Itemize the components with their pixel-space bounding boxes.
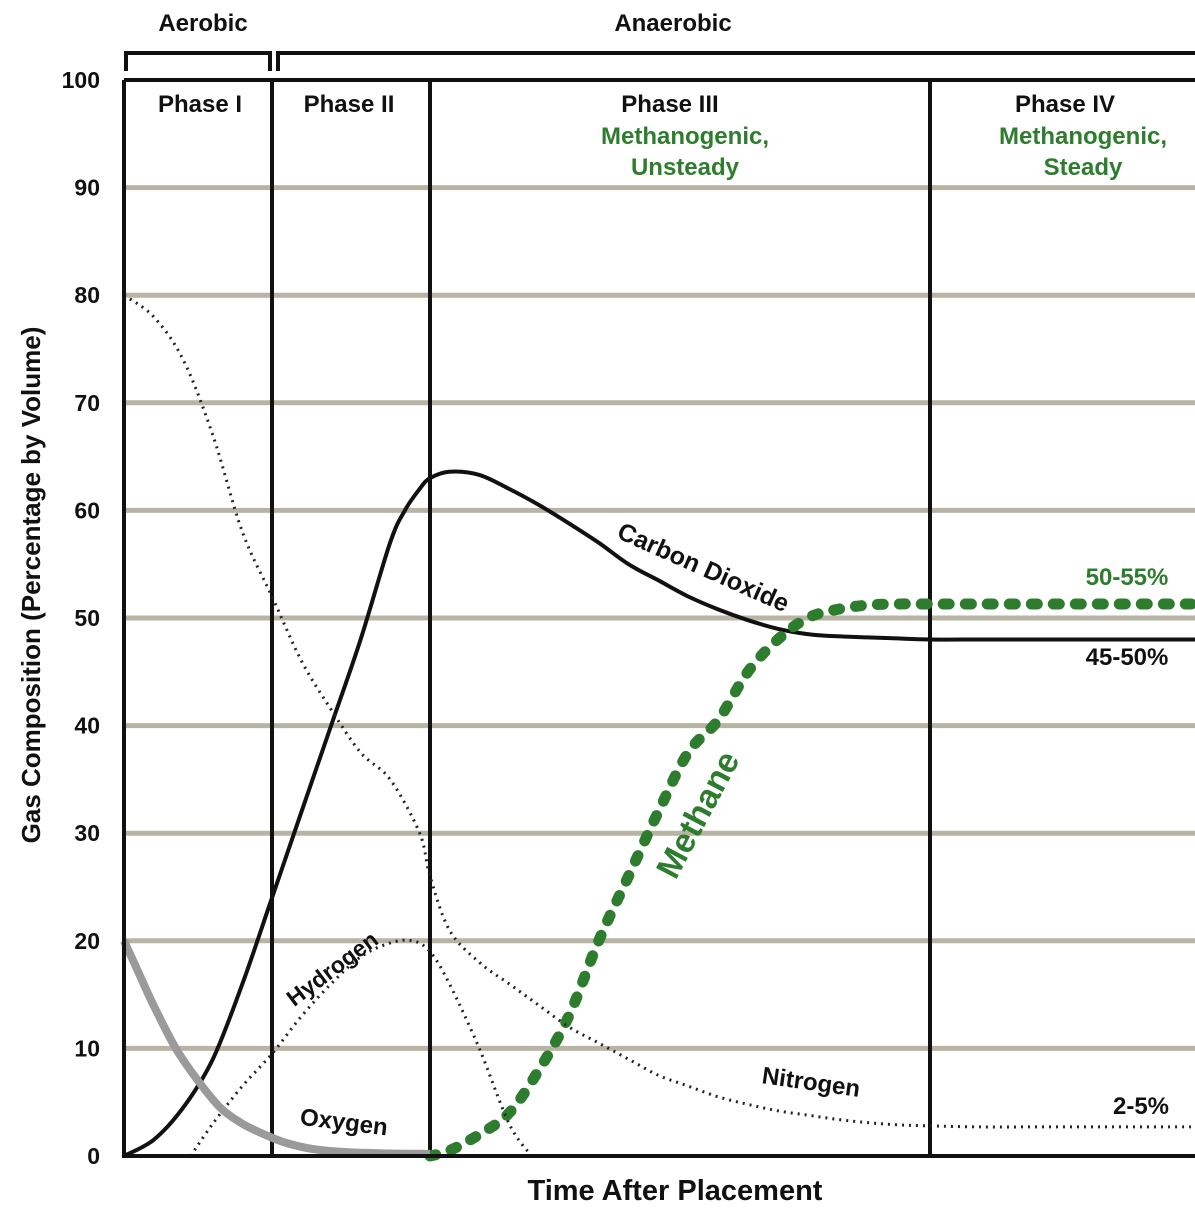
phase-subtitle: Unsteady bbox=[631, 154, 740, 181]
y-tick-label: 30 bbox=[74, 820, 100, 846]
x-axis-title: Time After Placement bbox=[528, 1175, 823, 1207]
annotation-oxygen: Oxygen bbox=[299, 1104, 390, 1142]
phase-label: Phase III bbox=[621, 91, 718, 118]
annotation-45-50-: 45-50% bbox=[1086, 644, 1169, 671]
phase-subtitle: Methanogenic, bbox=[601, 123, 769, 150]
series-lines bbox=[120, 293, 1195, 1162]
phase-label: Phase IV bbox=[1015, 91, 1115, 118]
regime-label: Aerobic bbox=[158, 10, 247, 37]
gridlines bbox=[124, 185, 1195, 1051]
regime-label: Anaerobic bbox=[614, 10, 731, 37]
annotation-nitrogen: Nitrogen bbox=[760, 1062, 861, 1102]
phase-dividers bbox=[124, 78, 1195, 1156]
series-line-carbon-dioxide bbox=[122, 469, 1195, 1158]
y-tick-label: 40 bbox=[74, 713, 100, 739]
y-tick-label: 50 bbox=[74, 605, 100, 631]
y-tick-label: 60 bbox=[74, 497, 100, 523]
y-tick-label: 100 bbox=[62, 67, 100, 93]
annotation-methane: Methane bbox=[649, 745, 747, 885]
regime-bracket bbox=[276, 51, 1195, 71]
y-tick-label: 10 bbox=[74, 1035, 100, 1061]
y-tick-label: 90 bbox=[74, 175, 100, 201]
y-tick-label: 80 bbox=[74, 282, 100, 308]
series-line-methane bbox=[424, 598, 1195, 1162]
series-line-nitrogen bbox=[123, 293, 1195, 1129]
y-tick-label: 20 bbox=[74, 928, 100, 954]
y-tick-label: 0 bbox=[87, 1143, 100, 1169]
axes bbox=[122, 80, 1195, 1158]
phase-subtitle: Steady bbox=[1044, 154, 1123, 181]
phase-subtitle: Methanogenic, bbox=[999, 123, 1167, 150]
y-tick-label: 70 bbox=[74, 390, 100, 416]
regime-brackets bbox=[124, 51, 1195, 71]
y-axis-title: Gas Composition (Percentage by Volume) bbox=[16, 327, 46, 844]
series-line-oxygen bbox=[120, 939, 431, 1158]
regime-bracket bbox=[124, 51, 272, 71]
phase-label: Phase I bbox=[158, 91, 242, 118]
annotation-2-5-: 2-5% bbox=[1113, 1093, 1169, 1120]
phase-label: Phase II bbox=[304, 91, 395, 118]
annotation-50-55-: 50-55% bbox=[1086, 564, 1169, 591]
